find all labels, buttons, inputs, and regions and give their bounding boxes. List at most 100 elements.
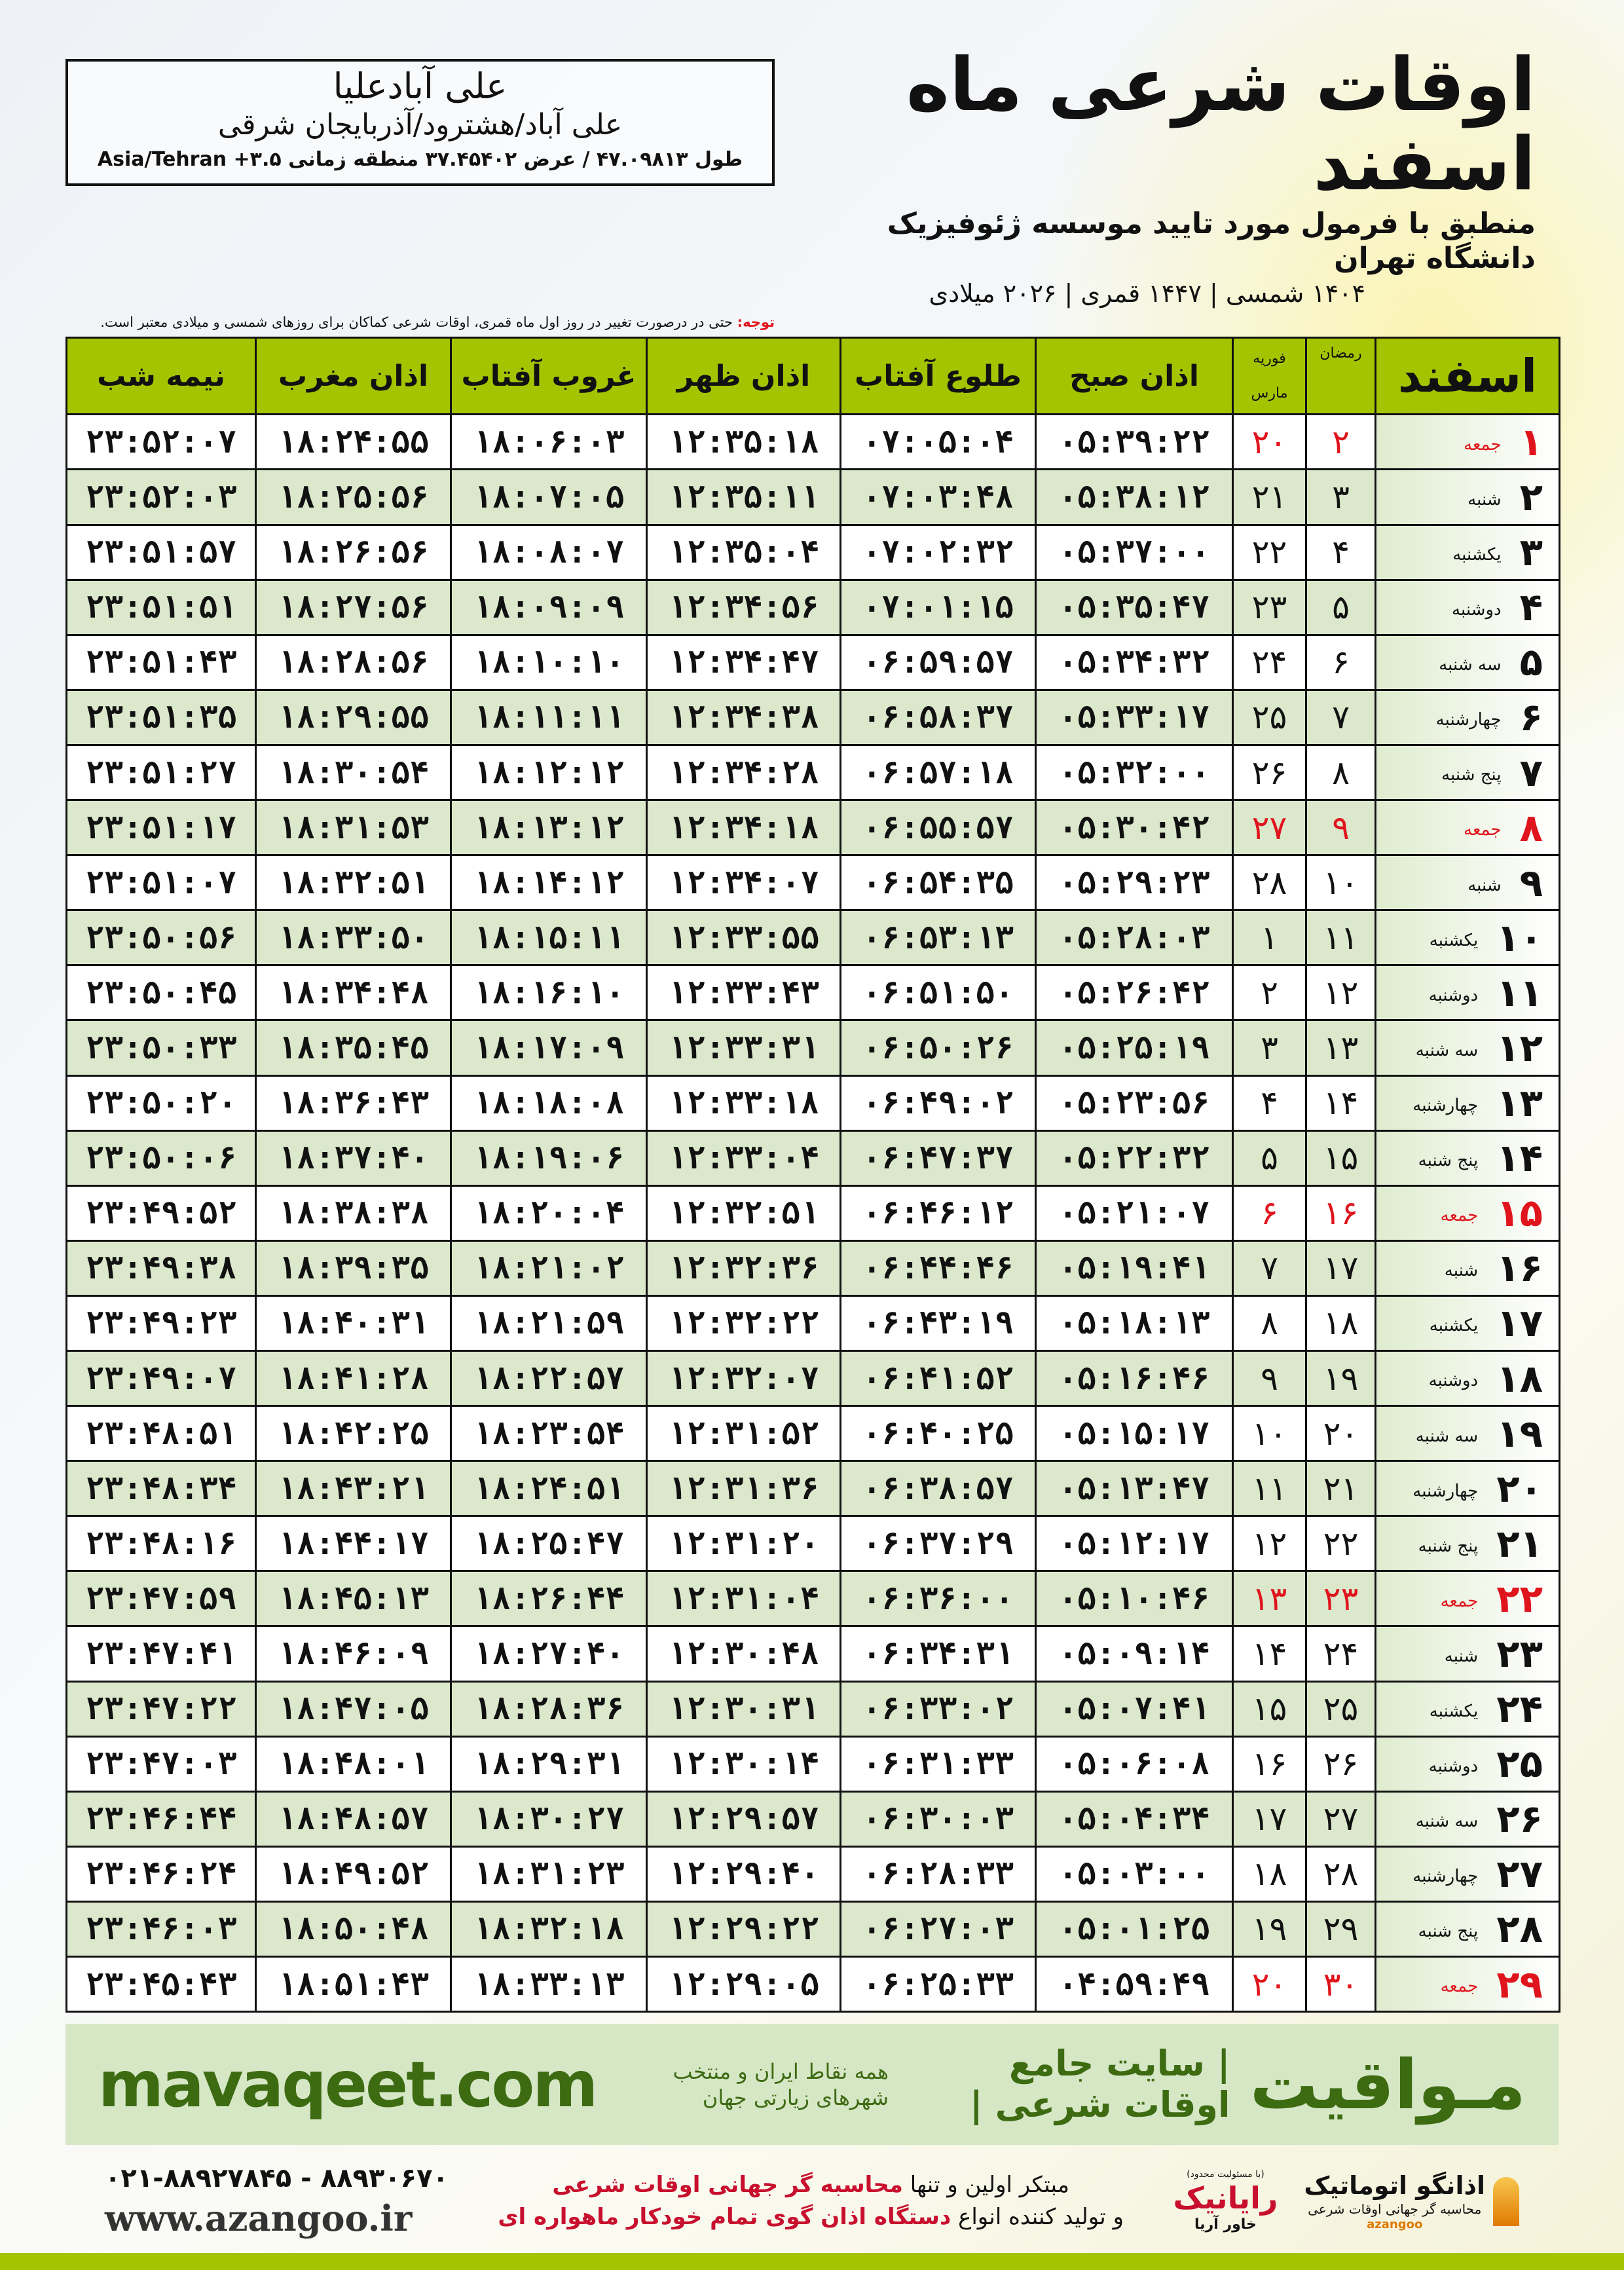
- weekday: یکشنبه: [1429, 1316, 1479, 1336]
- cell-day: ۲۲ جمعه: [1375, 1570, 1561, 1628]
- cell-sunrise: ۰۷:۰۳:۴۸: [840, 468, 1037, 526]
- mavaqeet-logo: مـواقیت: [1249, 2044, 1526, 2125]
- header-titles: اوقات شرعی ماه اسفند منطبق با فرمول مورد…: [801, 46, 1559, 308]
- location-box: علی آبادعلیا علی آباد/هشترود/آذربایجان ش…: [65, 59, 775, 186]
- cell-sunrise: ۰۶:۵۴:۳۵: [840, 854, 1037, 912]
- cell-sunrise: ۰۶:۳۱:۳۳: [840, 1735, 1037, 1793]
- cell-day: ۱۵ جمعه: [1375, 1184, 1561, 1242]
- cell-ramadan: ۹: [1304, 799, 1377, 857]
- cell-sunrise: ۰۶:۴۹:۰۲: [840, 1074, 1037, 1132]
- table-row: ۲۸پنج شنبه ۲۹ ۱۹ ۰۵:۰۱:۲۵ ۰۶:۲۷:۰۳ ۱۲:۲۹:۲۲ ۱۸…: [65, 1900, 1561, 1958]
- cell-fajr: ۰۵:۰۹:۱۴: [1035, 1625, 1234, 1683]
- cell-ramadan: ۷: [1304, 688, 1377, 746]
- cell-maghrib: ۱۸:۴۰:۳۱: [255, 1294, 452, 1352]
- cell-dhuhr: ۱۲:۳۵:۱۱: [646, 468, 841, 526]
- cell-fajr: ۰۵:۱۳:۴۷: [1035, 1460, 1234, 1517]
- cell-midnight: ۲۳:۴۹:۰۷: [65, 1349, 257, 1407]
- day-number: ۲۶: [1496, 1796, 1543, 1842]
- cell-day: ۵ سه شنبه: [1375, 633, 1561, 691]
- table-row: ۱۸ دوشنبه ۱۹ ۹ ۰۵:۱۶:۴۶ ۰۶:۴۱:۵۲ ۱۲:۳۲:۰۷ ۱۸:۲۲…: [65, 1349, 1561, 1407]
- cell-march: ۳: [1232, 1019, 1307, 1077]
- promo-text: مبتکر اولین و تنها محاسبه گر جهانی اوقات…: [475, 2169, 1147, 2234]
- table-row: ۱۹سه شنبه ۲۰ ۱۰ ۰۵:۱۵:۱۷ ۰۶:۴۰:۲۵ ۱۲:۳۱:۵۲ ۱۸:…: [65, 1405, 1561, 1462]
- cell-march: ۷: [1232, 1239, 1307, 1297]
- promo-line1-a: مبتکر اولین و تنها: [902, 2171, 1070, 2198]
- cell-sunrise: ۰۶:۵۳:۱۳: [840, 909, 1037, 967]
- cell-march: ۱۰: [1232, 1405, 1307, 1462]
- cell-ramadan: ۲۶: [1304, 1735, 1377, 1793]
- cell-maghrib: ۱۸:۲۹:۵۵: [255, 688, 452, 746]
- day-number: ۱۷: [1496, 1301, 1543, 1346]
- mavaqeet-url[interactable]: mavaqeet.com: [98, 2047, 598, 2121]
- cell-sunset: ۱۸:۱۴:۱۲: [450, 854, 648, 912]
- cell-sunrise: ۰۶:۲۷:۰۳: [840, 1900, 1037, 1958]
- header-sunrise: طلوع آفتاب: [840, 337, 1037, 416]
- azangoo-url[interactable]: www.azangoo.ir: [105, 2197, 413, 2239]
- cell-ramadan: ۶: [1304, 633, 1377, 691]
- day-number: ۲۲: [1496, 1576, 1543, 1621]
- cell-sunset: ۱۸:۱۱:۱۱: [450, 688, 648, 746]
- cell-march: ۶: [1232, 1184, 1307, 1242]
- cell-maghrib: ۱۸:۲۷:۵۶: [255, 578, 452, 636]
- day-number: ۲۹: [1496, 1962, 1543, 2007]
- cell-sunset: ۱۸:۱۹:۰۶: [450, 1129, 648, 1187]
- cell-dhuhr: ۱۲:۲۹:۲۲: [646, 1900, 841, 1958]
- cell-maghrib: ۱۸:۳۸:۳۸: [255, 1184, 452, 1242]
- weekday: سه شنبه: [1415, 1426, 1479, 1446]
- cell-march: ۱۶: [1232, 1735, 1307, 1793]
- header-row: علی آبادعلیا علی آباد/هشترود/آذربایجان ش…: [65, 46, 1559, 308]
- cell-sunrise: ۰۷:۰۱:۱۵: [840, 578, 1037, 636]
- azangoo-latin: azangoo: [1367, 2218, 1423, 2232]
- minaret-icon: [1493, 2176, 1519, 2226]
- cell-maghrib: ۱۸:۴۹:۵۲: [255, 1845, 452, 1903]
- prayer-times-table: اسفند رمضان فوریه مارس اذان صبح طلوع آفتا…: [65, 337, 1561, 2013]
- cell-march: ۹: [1232, 1349, 1307, 1407]
- cell-day: ۱۰ یکشنبه: [1375, 909, 1561, 967]
- table-row: ۹ شنبه ۱۰ ۲۸ ۰۵:۲۹:۲۳ ۰۶:۵۴:۳۵ ۱۲:۳۴:۰۷ ۱۸:۱۴:۱…: [65, 854, 1561, 912]
- azangoo-name: اذانگو اتوماتیک: [1304, 2170, 1485, 2200]
- cell-ramadan: ۱۷: [1304, 1239, 1377, 1297]
- cell-sunrise: ۰۶:۵۱:۵۰: [840, 964, 1037, 1022]
- day-number: ۱۴: [1496, 1136, 1543, 1181]
- weekday: جمعه: [1440, 1977, 1479, 1997]
- table-row: ۱ جمعه ۲ ۲۰ ۰۵:۳۹:۲۲ ۰۷:۰۵:۰۴ ۱۲:۳۵:۱۸ ۱۸:۰۶:۰۳…: [65, 413, 1561, 471]
- cell-midnight: ۲۳:۴۷:۴۱: [65, 1625, 257, 1683]
- cell-day: ۹ شنبه: [1375, 854, 1561, 912]
- cell-ramadan: ۱۳: [1304, 1019, 1377, 1077]
- cell-sunset: ۱۸:۱۰:۱۰: [450, 633, 648, 691]
- weekday: پنج شنبه: [1418, 1536, 1479, 1556]
- cell-maghrib: ۱۸:۳۹:۳۵: [255, 1239, 452, 1297]
- weekday: پنج شنبه: [1418, 1922, 1479, 1942]
- cell-fajr: ۰۵:۱۹:۴۱: [1035, 1239, 1234, 1297]
- day-number: ۱۶: [1496, 1246, 1543, 1291]
- cell-midnight: ۲۳:۵۰:۵۶: [65, 909, 257, 967]
- cell-sunset: ۱۸:۱۶:۱۰: [450, 964, 648, 1022]
- cell-maghrib: ۱۸:۲۴:۵۵: [255, 413, 452, 471]
- cell-maghrib: ۱۸:۴۱:۲۸: [255, 1349, 452, 1407]
- cell-march: ۲۰: [1232, 413, 1307, 471]
- cell-sunrise: ۰۷:۰۲:۳۲: [840, 523, 1037, 581]
- cell-fajr: ۰۵:۱۲:۱۷: [1035, 1515, 1234, 1572]
- table-row: ۱۰یکشنبه ۱۱ ۱ ۰۵:۲۸:۰۳ ۰۶:۵۳:۱۳ ۱۲:۳۳:۵۵ ۱۸:۱۵…: [65, 909, 1561, 967]
- weekday: سه شنبه: [1439, 655, 1502, 675]
- cell-maghrib: ۱۸:۳۴:۴۸: [255, 964, 452, 1022]
- cell-sunset: ۱۸:۳۱:۲۳: [450, 1845, 648, 1903]
- cell-midnight: ۲۳:۵۱:۱۷: [65, 799, 257, 857]
- cell-midnight: ۲۳:۴۵:۴۳: [65, 1956, 257, 2013]
- cell-march: ۲۲: [1232, 523, 1307, 581]
- cell-day: ۱۳ چهارشنبه: [1375, 1074, 1561, 1132]
- cell-ramadan: ۱۴: [1304, 1074, 1377, 1132]
- cell-fajr: ۰۵:۲۹:۲۳: [1035, 854, 1234, 912]
- cell-sunrise: ۰۶:۴۱:۵۲: [840, 1349, 1037, 1407]
- bottom-bar: [0, 2253, 1624, 2270]
- cell-fajr: ۰۵:۲۱:۰۷: [1035, 1184, 1234, 1242]
- header-feb: فوریه: [1253, 350, 1286, 367]
- day-number: ۲۴: [1496, 1686, 1543, 1732]
- cell-dhuhr: ۱۲:۲۹:۵۷: [646, 1790, 841, 1848]
- weekday: یکشنبه: [1452, 545, 1502, 565]
- header-fajr: اذان صبح: [1035, 337, 1234, 416]
- cell-dhuhr: ۱۲:۳۲:۲۲: [646, 1294, 841, 1352]
- cell-midnight: ۲۳:۵۱:۴۳: [65, 633, 257, 691]
- cell-ramadan: ۱۱: [1304, 909, 1377, 967]
- cell-dhuhr: ۱۲:۳۵:۰۴: [646, 523, 841, 581]
